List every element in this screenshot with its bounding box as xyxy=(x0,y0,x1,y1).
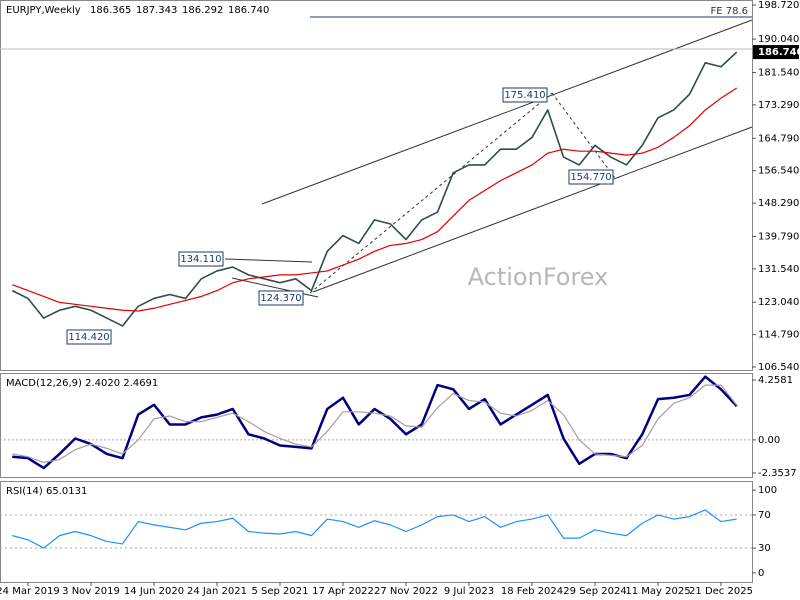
panel-borders xyxy=(0,0,753,583)
y-tick-label: 139.790 xyxy=(758,231,799,242)
x-tick-label: 5 Sep 2021 xyxy=(251,586,308,597)
x-tick-label: 17 Apr 2022 xyxy=(312,586,374,597)
wave-dash xyxy=(309,92,553,294)
last-price-box xyxy=(753,45,799,60)
series-line xyxy=(12,509,737,549)
x-tick-label: 9 Jul 2023 xyxy=(444,586,494,597)
annotation-box xyxy=(66,329,112,345)
series-line xyxy=(11,51,738,327)
channel-lower xyxy=(312,126,753,293)
macd-panel xyxy=(0,373,753,478)
y-tick-label: 4.2581 xyxy=(758,375,793,386)
last-price-label: 186.740 xyxy=(758,47,800,58)
rsi-panel xyxy=(0,481,753,583)
x-tick-label: 29 Sep 2024 xyxy=(563,586,626,597)
drawings xyxy=(0,16,753,298)
annotation-box xyxy=(258,290,304,306)
y-tick-label: 70 xyxy=(758,510,771,521)
y-tick-label: 0 xyxy=(758,568,764,579)
y-tick-label: 190.040 xyxy=(758,34,799,45)
channel-upper xyxy=(261,19,753,205)
panel-title: EURJPY,Weekly xyxy=(6,5,81,16)
fe-label: FE 78.6 xyxy=(710,6,748,17)
y-tick-label: 106.540 xyxy=(758,362,799,373)
annotation-box xyxy=(502,87,548,103)
series-line xyxy=(12,384,738,463)
annotation-box xyxy=(178,251,224,267)
panel-title: RSI(14) 65.0131 xyxy=(6,486,87,497)
y-tick-label: 173.290 xyxy=(758,100,799,111)
quote-value: 187.343 xyxy=(136,5,177,16)
x-tick-label: 18 Feb 2024 xyxy=(501,586,563,597)
y-tick-label: 30 xyxy=(758,543,771,554)
x-tick-label: 24 Mar 2019 xyxy=(0,586,60,597)
annotation-label: 175.410 xyxy=(504,90,545,101)
triangle-lower xyxy=(231,277,319,298)
y-tick-label: 0.00 xyxy=(758,435,780,446)
series-line xyxy=(12,87,738,312)
annotation-label: 114.420 xyxy=(68,332,109,343)
x-tick-label: 14 Jun 2020 xyxy=(124,586,184,597)
triangle-upper xyxy=(224,258,313,263)
annotation-label: 134.110 xyxy=(180,254,221,265)
y-tick-label: -2.3537 xyxy=(758,468,797,479)
panel-title: MACD(12,26,9) 2.4020 2.4691 xyxy=(6,378,158,389)
y-tick-label: 156.540 xyxy=(758,166,799,177)
annotation-label: 124.370 xyxy=(260,293,301,304)
quote-value: 186.365 xyxy=(90,5,131,16)
price-panel xyxy=(0,0,753,371)
y-tick-label: 123.040 xyxy=(758,297,799,308)
x-tick-label: 24 Jan 2021 xyxy=(187,586,247,597)
y-tick-label: 181.540 xyxy=(758,67,799,78)
y-tick-label: 198.720 xyxy=(758,0,799,11)
x-tick-label: 27 Nov 2022 xyxy=(374,586,438,597)
quote-value: 186.740 xyxy=(228,5,269,16)
y-tick-label: 114.790 xyxy=(758,330,799,341)
quote-value: 186.292 xyxy=(182,5,223,16)
y-tick-label: 131.540 xyxy=(758,264,799,275)
annotation-label: 154.770 xyxy=(570,172,611,183)
annotation-box xyxy=(568,169,614,185)
y-tick-label: 148.290 xyxy=(758,198,799,209)
y-tick-label: 100 xyxy=(758,485,777,496)
y-tick-label: 164.790 xyxy=(758,133,799,144)
watermark: ActionForex xyxy=(468,263,609,291)
x-tick-label: 3 Nov 2019 xyxy=(62,586,120,597)
x-tick-label: 21 Dec 2025 xyxy=(689,586,753,597)
x-tick-label: 11 May 2025 xyxy=(625,586,690,597)
